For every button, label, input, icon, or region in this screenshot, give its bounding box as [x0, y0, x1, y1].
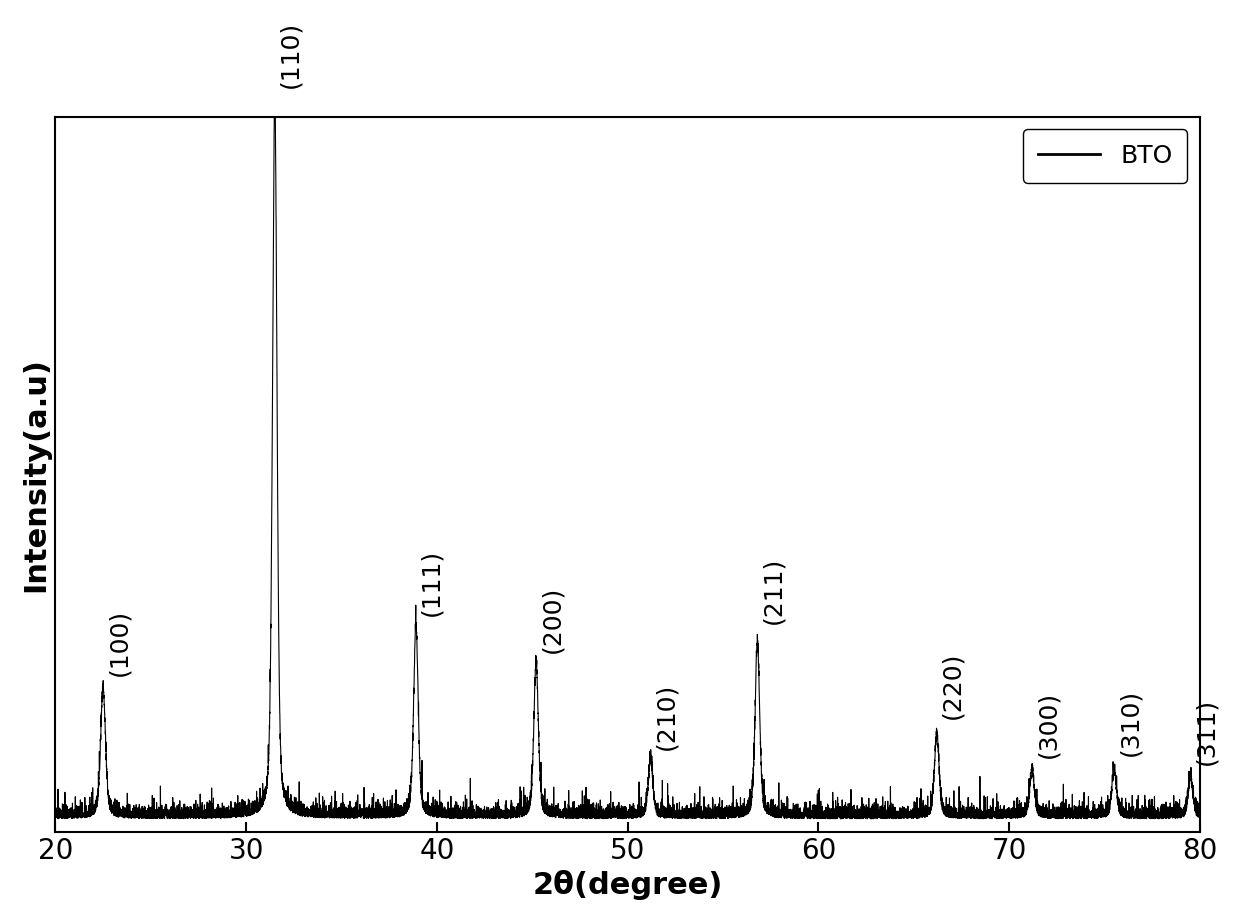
Text: (300): (300) [1035, 691, 1060, 758]
Text: (200): (200) [539, 586, 564, 653]
Y-axis label: Intensity(a.u): Intensity(a.u) [21, 356, 50, 591]
Text: (211): (211) [761, 557, 785, 624]
Text: (111): (111) [420, 549, 444, 616]
Legend: BTO: BTO [1023, 129, 1188, 183]
Text: (110): (110) [279, 20, 303, 87]
X-axis label: 2θ(degree): 2θ(degree) [532, 870, 723, 900]
Text: (220): (220) [940, 652, 965, 719]
Text: (310): (310) [1118, 689, 1142, 756]
Text: (100): (100) [107, 609, 131, 676]
Text: (210): (210) [655, 683, 678, 751]
Text: (311): (311) [1194, 697, 1218, 764]
